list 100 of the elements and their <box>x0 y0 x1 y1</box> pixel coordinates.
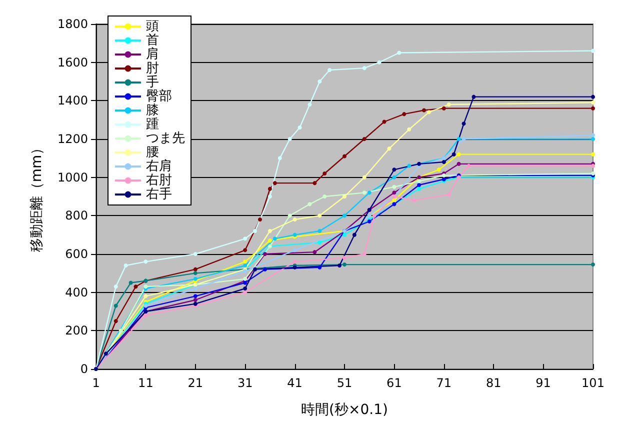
point <box>268 186 272 191</box>
point <box>292 248 297 252</box>
point <box>362 137 366 141</box>
point <box>397 50 402 55</box>
point <box>328 68 332 72</box>
point <box>193 298 198 302</box>
point <box>417 183 422 187</box>
point <box>114 304 118 308</box>
point <box>322 172 327 176</box>
legend-label: つま先 <box>146 131 185 146</box>
point <box>292 260 297 264</box>
point <box>243 286 248 290</box>
point <box>253 229 258 233</box>
point <box>193 271 198 276</box>
point <box>342 214 346 218</box>
point <box>114 284 118 289</box>
point <box>268 229 272 233</box>
y-tick-label: 1200 <box>57 132 88 146</box>
point <box>243 264 248 268</box>
point <box>292 218 297 222</box>
x-tick-label: 21 <box>188 376 204 390</box>
point <box>446 102 451 106</box>
point <box>243 290 248 294</box>
point <box>407 164 412 168</box>
point <box>342 256 346 260</box>
point <box>124 264 128 268</box>
y-axis-title: 移動距離（mm） <box>29 140 45 252</box>
point <box>591 106 595 110</box>
point <box>426 110 431 114</box>
point <box>392 168 396 172</box>
point <box>288 214 292 218</box>
x-tick-label: 81 <box>486 376 502 390</box>
legend-label: 腰 <box>146 145 159 160</box>
y-tick-label: 600 <box>65 247 88 261</box>
point <box>462 122 466 126</box>
y-tick-label: 400 <box>65 285 88 300</box>
point <box>272 236 277 241</box>
point <box>193 252 198 256</box>
point <box>342 232 346 237</box>
point <box>402 112 406 116</box>
point <box>472 94 476 99</box>
point <box>452 152 456 156</box>
point <box>193 286 198 290</box>
point <box>591 48 595 53</box>
point <box>262 252 267 256</box>
point <box>591 100 595 105</box>
point <box>442 106 446 110</box>
x-tick-label: 1 <box>92 376 100 390</box>
point <box>312 250 317 254</box>
point <box>417 186 422 191</box>
point <box>456 152 461 156</box>
point <box>591 133 595 138</box>
point <box>342 194 346 198</box>
point <box>466 164 471 168</box>
legend-label: 右手 <box>146 187 172 202</box>
point <box>392 190 396 195</box>
point <box>298 126 302 130</box>
point <box>422 108 426 112</box>
legend-label: 肘 <box>146 61 159 76</box>
point <box>312 181 317 186</box>
point <box>407 127 412 132</box>
point <box>456 162 461 166</box>
point <box>362 252 366 256</box>
point <box>591 94 595 99</box>
point <box>417 179 422 184</box>
point <box>253 267 258 272</box>
point <box>591 137 595 141</box>
y-tick-label: 200 <box>65 324 88 338</box>
legend-label: 首 <box>146 33 159 48</box>
point <box>377 60 382 64</box>
point <box>318 214 322 218</box>
point <box>318 80 322 84</box>
point <box>322 194 327 198</box>
point <box>104 352 108 356</box>
legend-label: 手 <box>146 75 159 90</box>
point <box>134 284 138 289</box>
point <box>362 175 366 180</box>
point <box>308 102 312 106</box>
point <box>412 198 416 202</box>
point <box>342 262 346 267</box>
point <box>362 66 366 70</box>
y-tick-label: 1600 <box>57 55 88 70</box>
legend-label: 右肘 <box>146 173 172 188</box>
y-tick-label: 1800 <box>57 17 88 31</box>
x-tick-label: 91 <box>536 376 551 390</box>
point <box>446 192 451 197</box>
point <box>262 267 267 272</box>
legend-label: 肩 <box>146 46 159 62</box>
legend-label: 踵 <box>146 117 159 132</box>
point <box>392 175 396 180</box>
legend-label: 臀部 <box>146 89 172 104</box>
point <box>243 248 248 252</box>
x-tick-label: 71 <box>436 376 452 390</box>
legend-label: 右肩 <box>146 158 172 174</box>
point <box>118 328 123 333</box>
x-tick-label: 41 <box>287 376 302 390</box>
point <box>268 194 272 198</box>
point <box>308 202 312 206</box>
point <box>591 152 595 156</box>
x-tick-label: 11 <box>138 376 154 390</box>
